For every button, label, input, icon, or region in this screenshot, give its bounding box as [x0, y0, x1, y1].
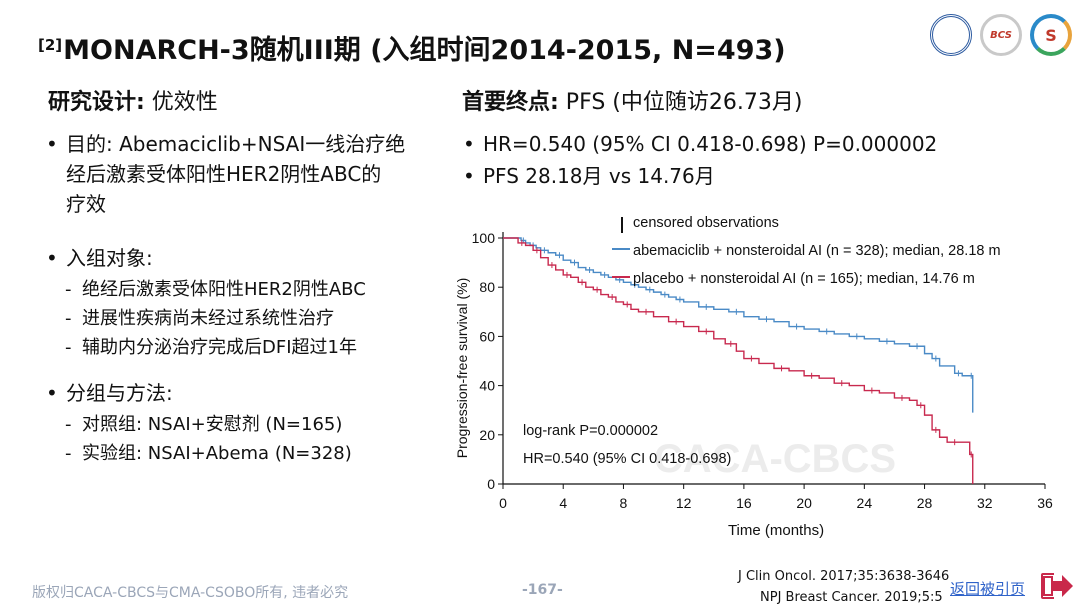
x-tick-label: 32	[977, 495, 993, 511]
grouping-bullet: • 分组与方法:	[46, 381, 173, 405]
abema-survival-curve	[503, 237, 974, 413]
x-tick-label: 8	[620, 495, 628, 511]
back-to-reference-link[interactable]: 返回被引页	[950, 580, 1026, 598]
slide-title: [2]MONARCH-3随机III期 (入组时间2014-2015, N=493…	[38, 28, 786, 67]
y-tick-label: 60	[479, 328, 495, 344]
csobo-logo: S	[1030, 14, 1072, 56]
objective-bullet: • 目的: Abemaciclib+NSAI一线治疗绝 经后激素受体阳性HER2…	[46, 132, 406, 216]
title-text: MONARCH-3随机III期 (入组时间2014-2015, N=493)	[63, 35, 786, 66]
pfs-kaplan-meier-chart: CACA-CBCS 0 4 8 12 16 20 24 28 32 36020406080100 …	[454, 215, 1053, 539]
enrollment-sub-item: - 绝经后激素受体阳性HER2阴性ABC	[65, 279, 366, 300]
grouping-sub-item: - 对照组: NSAI+安慰剂 (N=165)	[65, 414, 343, 435]
y-axis-title: Progression-free survival (%)	[454, 278, 470, 459]
x-tick-label: 28	[917, 495, 933, 511]
x-tick-label: 24	[857, 495, 873, 511]
logrank-annotation: log-rank P=0.000002	[523, 423, 658, 439]
bcs-logo: BCS	[980, 14, 1022, 56]
x-tick-label: 20	[796, 495, 812, 511]
back-arrow-icon[interactable]	[1040, 571, 1074, 601]
logo-group: BCS S	[930, 14, 1072, 56]
y-tick-label: 20	[479, 427, 495, 443]
x-tick-label: 4	[559, 495, 567, 511]
grouping-sub-item: - 实验组: NSAI+Abema (N=328)	[65, 443, 352, 464]
reference-mark: [2]	[38, 36, 63, 54]
page-number: -167-	[522, 582, 563, 598]
pfs-bullet: • PFS 28.18月 vs 14.76月	[463, 164, 715, 188]
placebo-legend-label: placebo + nonsteroidal AI (n = 165); med…	[633, 271, 975, 287]
x-tick-label: 0	[499, 495, 507, 511]
y-tick-label: 100	[472, 230, 496, 246]
hr-bullet: • HR=0.540 (95% CI 0.418-0.698) P=0.00000…	[463, 132, 938, 156]
x-tick-label: 16	[736, 495, 752, 511]
y-tick-label: 80	[479, 279, 495, 295]
x-tick-label: 36	[1037, 495, 1053, 511]
y-tick-label: 0	[487, 476, 495, 492]
copyright-notice: 版权归CACA-CBCS与CMA-CSOBO所有, 违者必究	[32, 585, 349, 601]
study-design-heading: 研究设计: 优效性	[48, 90, 218, 115]
x-tick-label: 12	[676, 495, 692, 511]
x-axis-title: Time (months)	[728, 522, 824, 539]
chart-watermark: CACA-CBCS	[654, 437, 896, 481]
association-seal-logo	[930, 14, 972, 56]
hr-annotation: HR=0.540 (95% CI 0.418-0.698)	[523, 451, 731, 467]
enrollment-bullet: • 入组对象:	[46, 246, 153, 270]
primary-endpoint-heading: 首要终点: PFS (中位随访26.73月)	[462, 90, 803, 115]
enrollment-sub-item: - 辅助内分泌治疗完成后DFI超过1年	[65, 337, 357, 358]
censor-legend-label: censored observations	[633, 215, 779, 231]
reference-citation: NPJ Breast Cancer. 2019;5:5	[760, 590, 943, 605]
y-tick-label: 40	[479, 378, 495, 394]
enrollment-sub-item: - 进展性疾病尚未经过系统性治疗	[65, 308, 334, 329]
reference-citation: J Clin Oncol. 2017;35:3638-3646	[738, 569, 950, 584]
abema-legend-label: abemaciclib + nonsteroidal AI (n = 328);…	[633, 243, 1001, 259]
